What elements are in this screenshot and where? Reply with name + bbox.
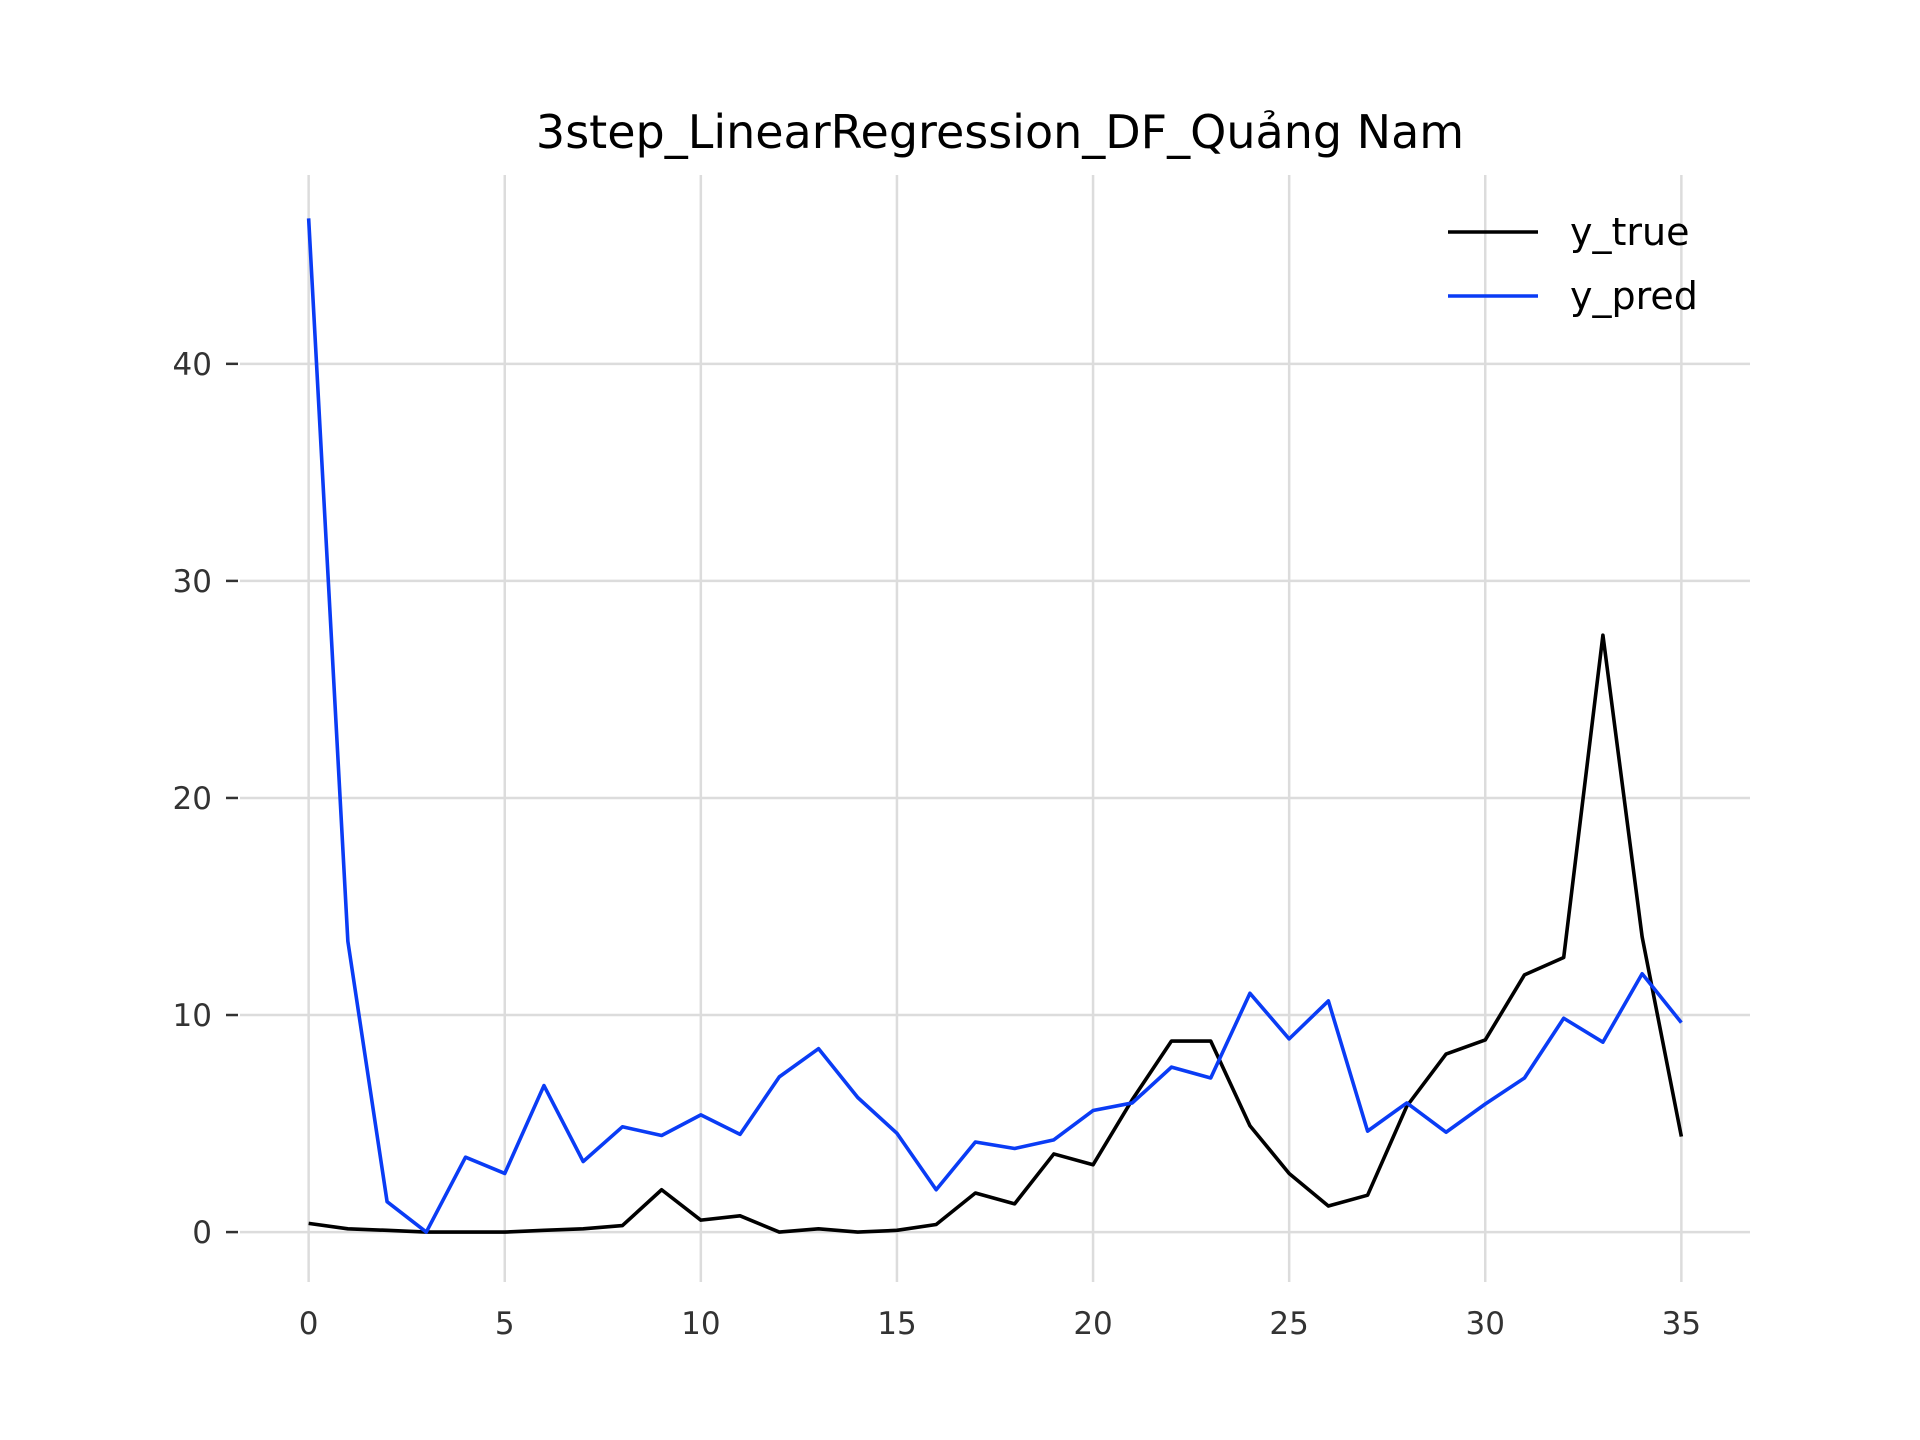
x-tick-label: 30	[1466, 1306, 1505, 1342]
x-tick-label: 5	[495, 1306, 515, 1342]
series-line-y-pred	[306, 218, 1683, 1234]
x-tick-label: 20	[1073, 1306, 1112, 1342]
series-lines	[306, 218, 1684, 1234]
chart-title: 3step_LinearRegression_DF_Quảng Nam	[536, 105, 1464, 159]
legend: y_true y_pred	[1448, 210, 1698, 318]
y-tick-label: 20	[173, 781, 212, 817]
x-tick-label: 10	[681, 1306, 720, 1342]
x-tick-label: 0	[299, 1306, 319, 1342]
x-tick-label: 15	[877, 1306, 916, 1342]
x-tick-label: 25	[1269, 1306, 1308, 1342]
x-tick-label: 35	[1662, 1306, 1701, 1342]
series-line-y-true	[308, 633, 1684, 1234]
legend-label: y_pred	[1570, 274, 1698, 318]
y-tick-label: 0	[192, 1215, 212, 1251]
legend-label: y_true	[1570, 210, 1689, 254]
gridlines	[240, 175, 1750, 1282]
y-tick-label: 40	[173, 347, 212, 383]
y-tick-label: 10	[173, 998, 212, 1034]
axes: 0 5 10 15 20 25 30 35 0 10 20 30 40	[173, 347, 1702, 1342]
y-tick-label: 30	[173, 564, 212, 600]
